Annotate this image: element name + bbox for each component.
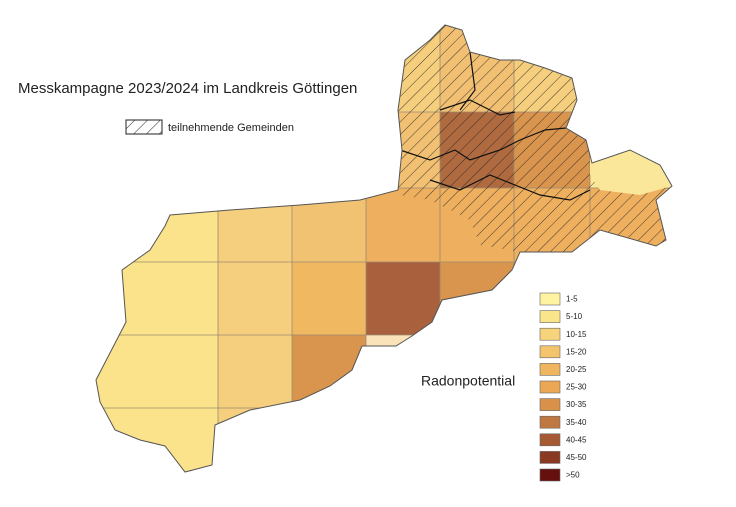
legend: 1-5 5-10 10-15 15-20 20-25 25-30 30-35 35-40 40-… bbox=[539, 292, 587, 482]
legend-label: 15-20 bbox=[566, 347, 587, 356]
legend-label: >50 bbox=[566, 471, 580, 480]
hatch-legend-label: teilnehmende Gemeinden bbox=[168, 122, 294, 134]
legend-label: 45-50 bbox=[566, 453, 587, 462]
legend-label: 25-30 bbox=[566, 383, 587, 392]
legend-swatch bbox=[539, 451, 561, 464]
legend-swatch bbox=[539, 433, 561, 447]
legend-swatch bbox=[539, 468, 561, 482]
legend-title: Radonpotential bbox=[421, 373, 515, 389]
legend-swatch bbox=[539, 398, 561, 411]
legend-label: 30-35 bbox=[566, 400, 587, 409]
hatch-swatch bbox=[125, 119, 163, 135]
map-title: Messkampagne 2023/2024 im Landkreis Gött… bbox=[18, 80, 357, 97]
legend-swatch bbox=[539, 415, 561, 429]
legend-label: 40-45 bbox=[566, 435, 587, 444]
legend-label: 35-40 bbox=[566, 418, 587, 427]
legend-label: 1-5 bbox=[566, 295, 578, 304]
legend-label: 5-10 bbox=[566, 312, 583, 321]
legend-swatch bbox=[539, 327, 561, 341]
legend-swatch bbox=[539, 292, 561, 306]
legend-swatch bbox=[539, 310, 561, 323]
legend-label: 20-25 bbox=[566, 365, 587, 374]
legend-label: 10-15 bbox=[566, 330, 587, 339]
legend-swatch bbox=[539, 345, 561, 359]
legend-swatch bbox=[539, 380, 561, 394]
legend-swatch bbox=[539, 363, 561, 376]
